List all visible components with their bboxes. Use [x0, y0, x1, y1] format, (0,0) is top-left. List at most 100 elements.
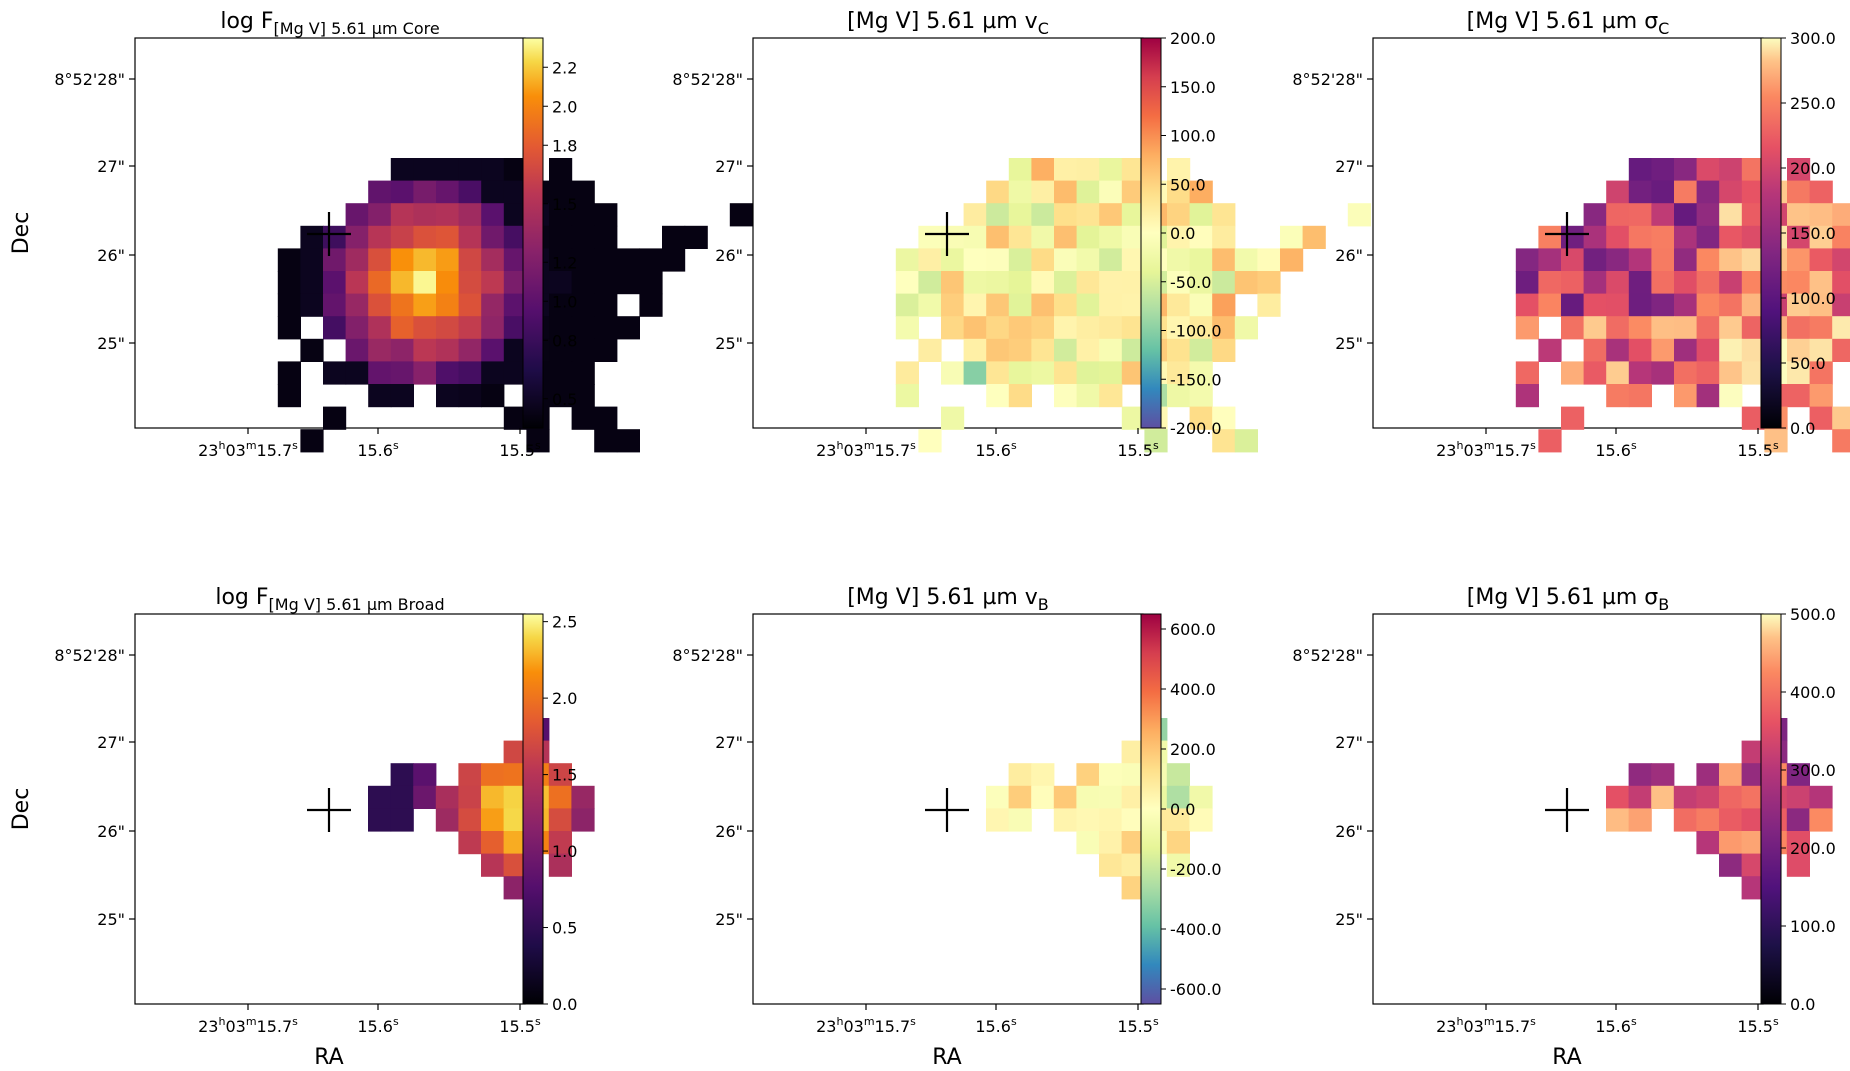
x-tick-part: 15.6: [1595, 441, 1631, 460]
panel-p3: 23h03m15.7s 15.6s 15.5s8°52'28"27"26"25"30…: [1292, 9, 1850, 460]
map-pixel: [1121, 853, 1145, 877]
map-pixel: [458, 158, 482, 182]
x-tick-label: 15.6s: [1595, 439, 1637, 460]
map-pixel: [1054, 158, 1078, 182]
map-pixel: [986, 361, 1010, 385]
x-tick-part: 15.5: [1737, 1017, 1773, 1036]
map-pixel: [1212, 406, 1236, 430]
map-pixel: [1651, 361, 1675, 385]
map-pixel: [594, 316, 618, 340]
map-pixel: [436, 203, 460, 227]
map-pixel: [1257, 248, 1281, 272]
map-pixel: [1099, 808, 1123, 832]
map-pixel: [390, 763, 414, 787]
map-pixel: [300, 225, 324, 249]
map-pixel: [1809, 225, 1833, 249]
map-pixel: [1628, 158, 1652, 182]
map-pixel: [616, 271, 640, 295]
map-pixel: [1606, 384, 1630, 408]
colorbar-tick-label: 1.0: [552, 292, 577, 311]
y-tick-label: 26": [715, 822, 743, 841]
map-pixel: [413, 293, 437, 317]
map-pixel: [1832, 429, 1850, 453]
map-pixel: [1832, 203, 1850, 227]
map-pixel: [549, 316, 573, 340]
map-pixel: [1008, 203, 1032, 227]
colorbar-tick-label: -200.0: [1170, 419, 1222, 438]
map-pixel: [413, 316, 437, 340]
map-pixel: [481, 316, 505, 340]
x-axis-label: RA: [932, 1045, 961, 1070]
map-pixel: [1809, 180, 1833, 204]
x-tick-label: 15.6s: [357, 1015, 399, 1036]
map-pixel: [1031, 248, 1055, 272]
map-pixel: [1561, 271, 1585, 295]
map-pixel: [1674, 338, 1698, 362]
map-pixel: [548, 831, 572, 855]
map-pixel: [1651, 180, 1675, 204]
map-pixel: [1008, 763, 1032, 787]
map-pixel: [1561, 225, 1585, 249]
colorbar: [522, 37, 544, 429]
map-pixel: [1741, 293, 1765, 317]
map-pixel: [458, 248, 482, 272]
x-tick-part: s: [1153, 1015, 1159, 1028]
colorbar-tick-label: -200.0: [1170, 860, 1222, 879]
colorbar-tick-label: 200.0: [1170, 29, 1216, 48]
colorbar-tick-label: 2.5: [552, 613, 577, 632]
map-pixel: [1166, 853, 1190, 877]
x-tick-label: 23h03m15.7s: [198, 1015, 298, 1036]
map-pixel: [1121, 740, 1145, 764]
map-pixel: [1809, 338, 1833, 362]
map-pixel: [1121, 248, 1145, 272]
map-pixel: [1054, 271, 1078, 295]
map-pixel: [345, 271, 369, 295]
map-pixel: [1606, 293, 1630, 317]
map-pixel: [1719, 831, 1743, 855]
map-pixel: [1212, 225, 1236, 249]
map-pixel: [1099, 158, 1123, 182]
map-pixel: [1628, 203, 1652, 227]
x-tick-part: 03: [225, 1017, 245, 1036]
x-tick-part: s: [535, 439, 541, 452]
map-pixel: [368, 808, 392, 832]
y-tick-label: 25": [1335, 334, 1363, 353]
map-pixel: [1741, 225, 1765, 249]
map-pixel: [1099, 180, 1123, 204]
panel-title-main: [Mg V] 5.61 µm σ: [1467, 9, 1659, 34]
map-pixel: [1719, 338, 1743, 362]
map-pixel: [1515, 384, 1539, 408]
map-pixel: [1628, 225, 1652, 249]
map-pixel: [895, 248, 919, 272]
map-pixel: [1212, 429, 1236, 453]
map-pixel: [941, 293, 965, 317]
x-tick-part: 15.5: [1117, 441, 1153, 460]
map-pixel: [1166, 785, 1190, 809]
map-pixel: [481, 248, 505, 272]
map-pixel: [481, 808, 505, 832]
map-pixel: [413, 158, 437, 182]
colorbar: [522, 613, 544, 1005]
x-tick-part: m: [1484, 439, 1495, 452]
map-pixel: [503, 763, 527, 787]
panel-title-main: log F: [220, 9, 273, 34]
map-pixel: [1651, 316, 1675, 340]
map-pixel: [895, 316, 919, 340]
panel-title: [Mg V] 5.61 µm σB: [1467, 585, 1669, 614]
x-tick-part: 03: [225, 441, 245, 460]
y-tick-label: 8°52'28": [54, 70, 125, 89]
map-pixel: [1053, 785, 1077, 809]
map-pixel: [1008, 384, 1032, 408]
colorbar-tick-label: 0.0: [1170, 800, 1195, 819]
map-pixel: [1121, 338, 1145, 362]
map-pixel: [1651, 785, 1675, 809]
panel-title-main: log F: [215, 585, 268, 610]
map-pixel: [1719, 853, 1743, 877]
x-tick-part: s: [1011, 439, 1017, 452]
map-pixel: [1076, 831, 1100, 855]
map-pixel: [503, 271, 527, 295]
map-pixel: [1787, 384, 1811, 408]
map-pixel: [1809, 203, 1833, 227]
map-pixel: [1189, 180, 1213, 204]
x-tick-part: 03: [843, 1017, 863, 1036]
